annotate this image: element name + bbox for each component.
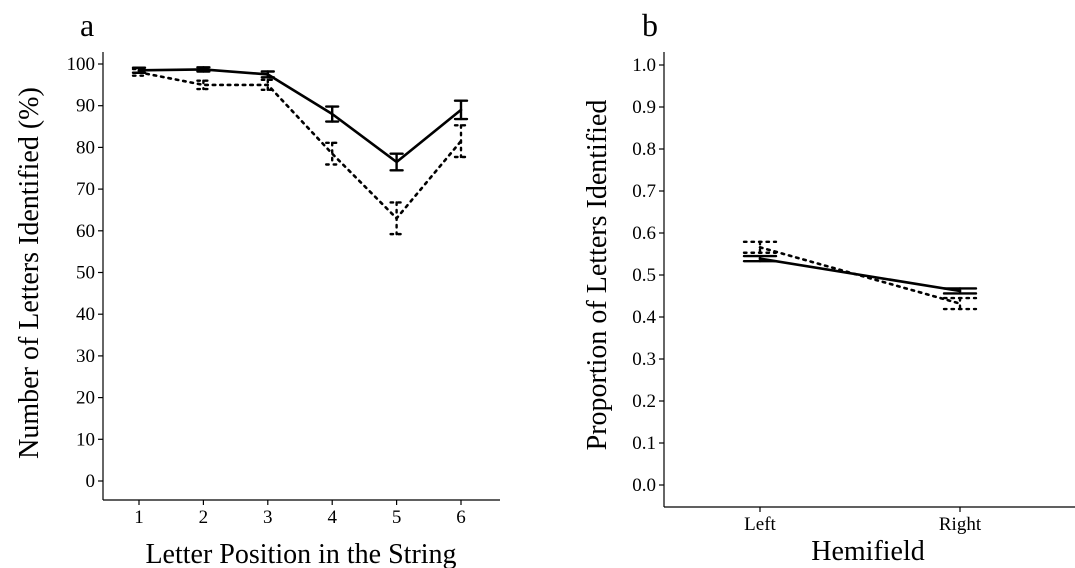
series-line-solid <box>758 257 962 293</box>
y-tick-label: 20 <box>76 388 95 409</box>
panel-a-chart: a Letter Position in the String Number o… <box>14 7 500 568</box>
x-tick-label: 2 <box>199 507 209 528</box>
panel-b-chart: b Hemifield Proportion of Letters Identi… <box>582 7 1075 567</box>
x-tick-label: 6 <box>456 507 466 528</box>
panel-a-y-axis-title: Number of Letters Identified (%) <box>14 87 45 459</box>
x-tick-label: 3 <box>263 507 273 528</box>
y-tick-label: 0.0 <box>632 475 656 496</box>
y-tick-label: 0.8 <box>632 139 656 160</box>
y-tick-label: 60 <box>76 221 95 242</box>
y-tick-label: 90 <box>76 96 95 117</box>
panel-b-y-axis-title: Proportion of Letters Identified <box>582 100 613 451</box>
y-tick-label: 30 <box>76 346 95 367</box>
y-tick-label: 0 <box>86 471 96 492</box>
panel-b-x-axis-title: Hemifield <box>811 536 925 567</box>
panel-b-letter: b <box>642 7 658 43</box>
y-tick-label: 0.4 <box>632 307 656 328</box>
y-tick-label: 0.2 <box>632 391 656 412</box>
y-tick-label: 40 <box>76 304 95 325</box>
y-tick-label: 0.5 <box>632 265 656 286</box>
series-line-solid <box>137 68 463 164</box>
y-tick-label: 0.1 <box>632 433 656 454</box>
y-tick-label: 0.9 <box>632 97 656 118</box>
x-tick-label: 1 <box>134 507 144 528</box>
y-tick-label: 0.7 <box>632 181 656 202</box>
y-tick-label: 80 <box>76 137 95 158</box>
panel-a-x-axis-title: Letter Position in the String <box>145 539 456 568</box>
x-tick-label: 4 <box>327 507 337 528</box>
series-line-dotted <box>758 246 962 305</box>
y-tick-label: 70 <box>76 179 95 200</box>
y-tick-label: 10 <box>76 429 95 450</box>
y-tick-label: 50 <box>76 263 95 284</box>
y-tick-label: 100 <box>67 54 96 75</box>
x-tick-label: 5 <box>392 507 402 528</box>
y-tick-label: 0.3 <box>632 349 656 370</box>
y-tick-label: 1.0 <box>632 55 656 76</box>
series-line-dotted <box>137 71 463 220</box>
y-tick-label: 0.6 <box>632 223 656 244</box>
x-tick-label: Right <box>939 514 982 535</box>
x-tick-label: Left <box>744 514 776 535</box>
panel-a-letter: a <box>80 7 94 43</box>
